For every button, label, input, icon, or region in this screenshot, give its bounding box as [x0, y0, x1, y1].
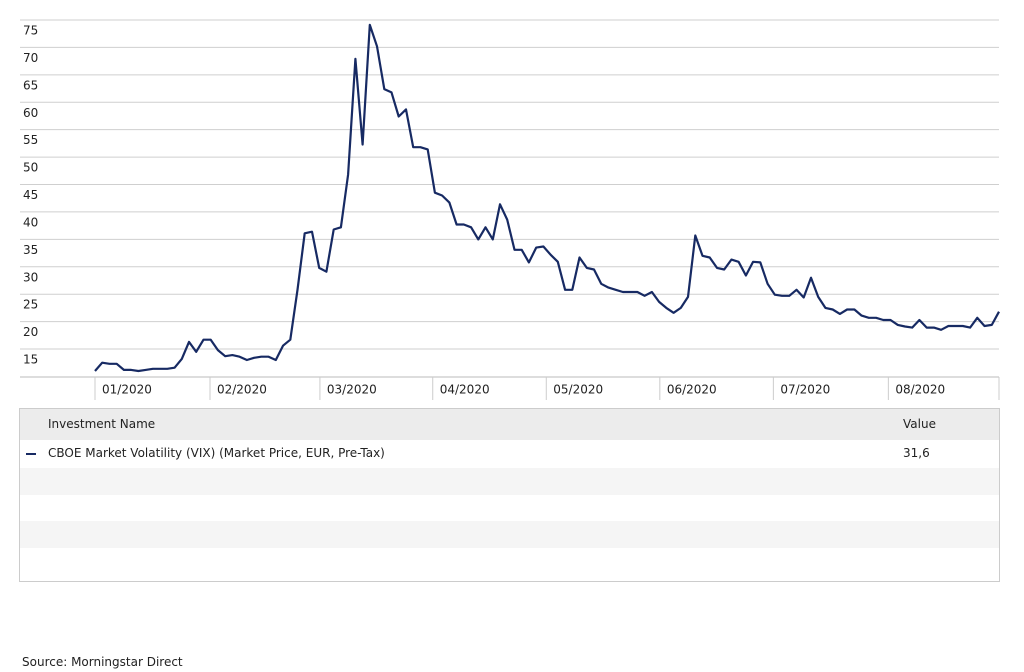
y-tick-label: 30	[23, 270, 38, 284]
y-tick-label: 50	[23, 161, 38, 175]
y-tick-label: 60	[23, 106, 38, 120]
legend-swatch	[26, 453, 36, 455]
data-line	[94, 23, 1000, 373]
y-tick-label: 55	[23, 133, 38, 147]
y-tick-label: 15	[23, 353, 38, 367]
table-header: Investment Name Value	[20, 409, 999, 440]
y-tick-label: 75	[23, 24, 38, 38]
x-tick-label: 08/2020	[895, 383, 945, 397]
y-tick-label: 25	[23, 298, 38, 312]
y-tick-label: 35	[23, 243, 38, 257]
table-cell: 31,6	[903, 446, 930, 460]
y-tick-label: 20	[23, 325, 38, 339]
y-tick-label: 70	[23, 51, 38, 65]
table-stripe	[20, 468, 999, 495]
x-tick-label: 02/2020	[217, 383, 267, 397]
x-tick-label: 01/2020	[102, 383, 152, 397]
y-tick-label: 45	[23, 188, 38, 202]
chart: 15 20 25 30 35 40 45 50 55 60 65 70 75 01/2020 02/2020…	[20, 19, 1000, 400]
x-tick-label: 03/2020	[327, 383, 377, 397]
y-tick-label: 40	[23, 215, 38, 229]
header-cell: Value	[903, 417, 936, 431]
x-tick-label: 06/2020	[667, 383, 717, 397]
y-tick-label: 65	[23, 78, 38, 92]
x-tick-label: 05/2020	[553, 383, 603, 397]
source-note: Source: Morningstar Direct	[22, 655, 183, 669]
x-tick-label: 07/2020	[780, 383, 830, 397]
x-tick-label: 04/2020	[440, 383, 490, 397]
table-stripe	[20, 521, 999, 548]
table-row: CBOE Market Volatility (VIX) (Market Pri…	[20, 440, 999, 467]
header-cell: Investment Name	[48, 417, 156, 431]
table-cell: CBOE Market Volatility (VIX) (Market Pri…	[48, 446, 385, 460]
legend-table: Investment Name Value CBOE Market Volati…	[19, 408, 1000, 582]
